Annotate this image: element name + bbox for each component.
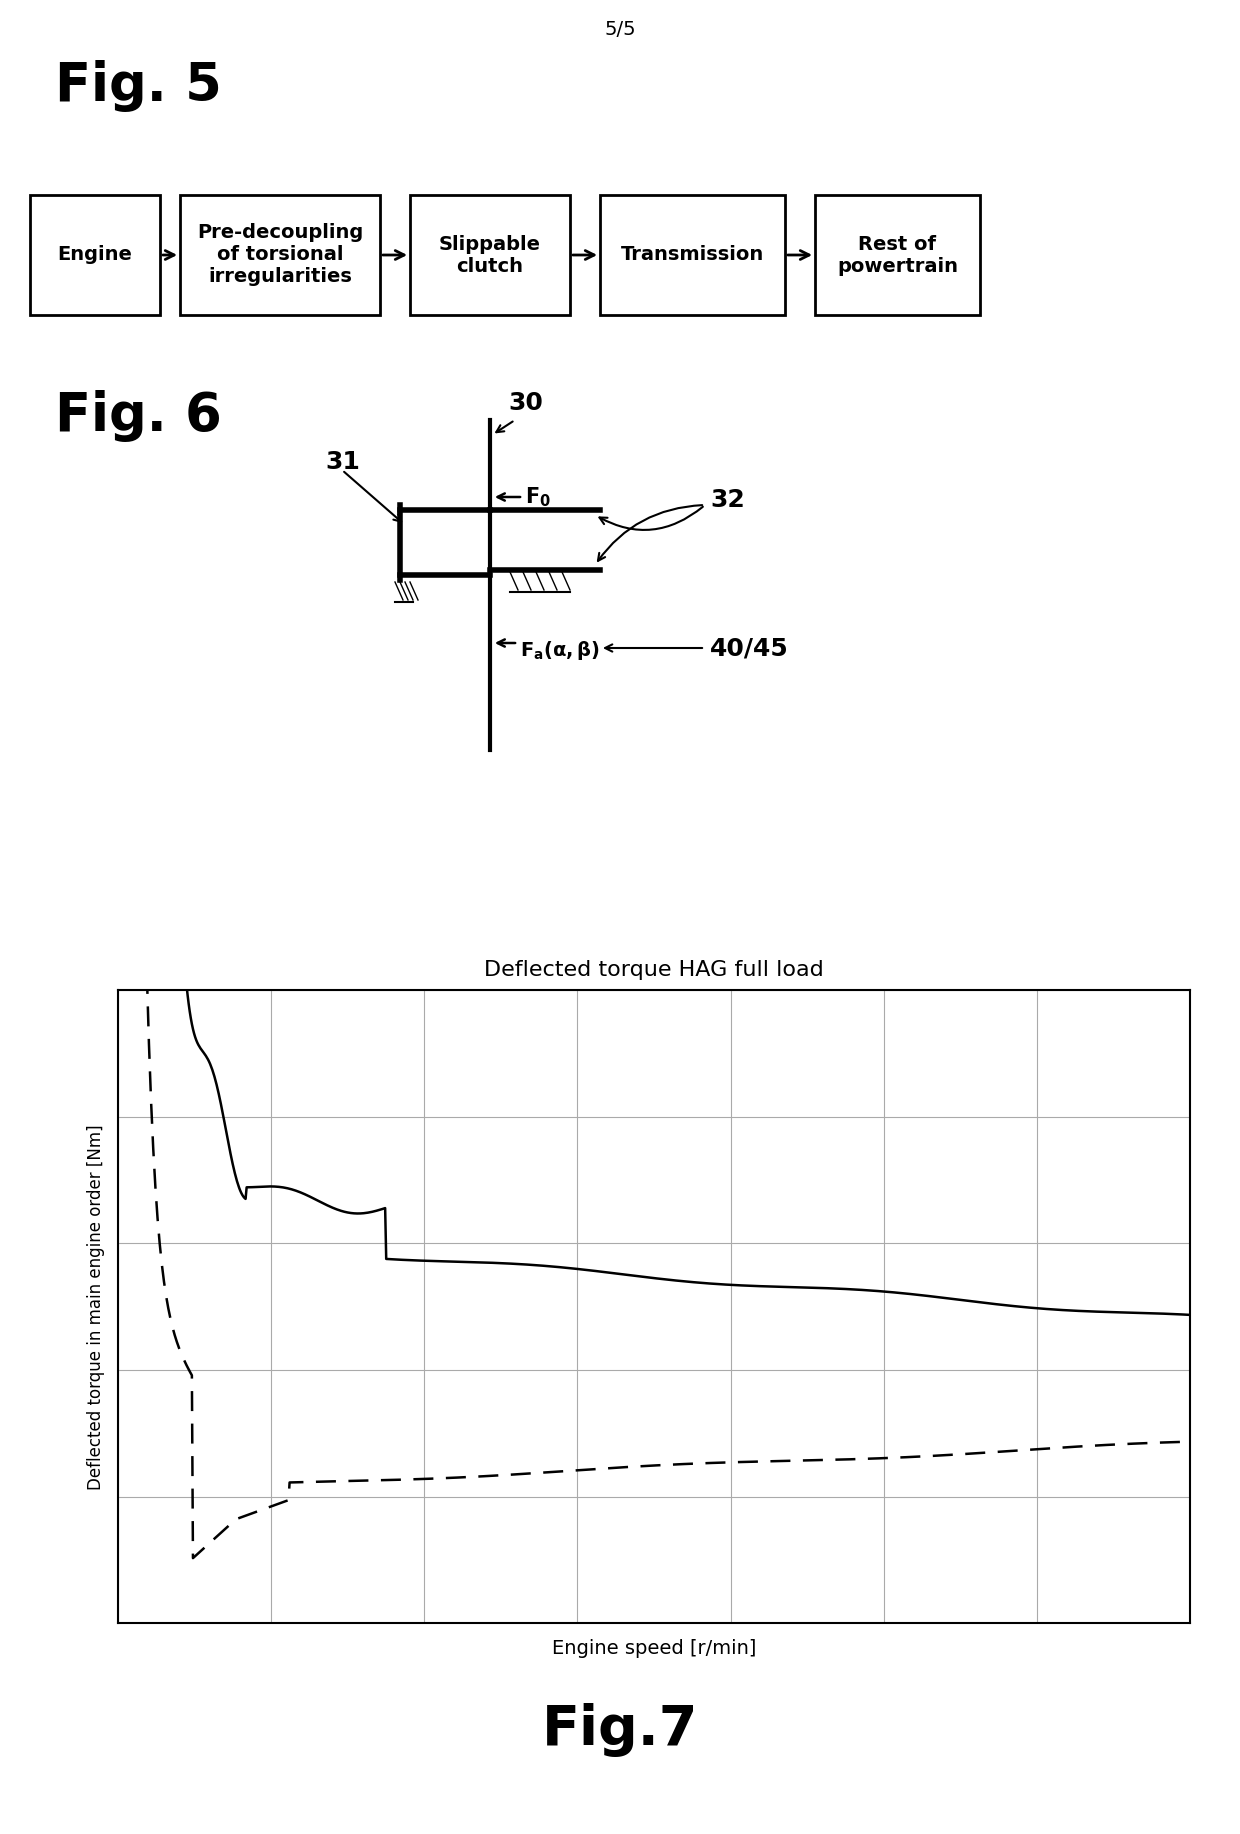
Text: $\mathbf{F_0}$: $\mathbf{F_0}$ — [525, 486, 551, 508]
Text: $\mathbf{F_a(\alpha,\beta)}$: $\mathbf{F_a(\alpha,\beta)}$ — [520, 640, 600, 662]
FancyBboxPatch shape — [180, 194, 379, 315]
Title: Deflected torque HAG full load: Deflected torque HAG full load — [485, 961, 823, 981]
FancyBboxPatch shape — [815, 194, 980, 315]
FancyBboxPatch shape — [30, 194, 160, 315]
Text: Rest of
powertrain: Rest of powertrain — [837, 235, 959, 275]
X-axis label: Engine speed [r/min]: Engine speed [r/min] — [552, 1640, 756, 1658]
Text: 32: 32 — [711, 488, 745, 512]
Text: Transmission: Transmission — [621, 246, 764, 264]
Text: Fig. 5: Fig. 5 — [55, 61, 222, 112]
Text: 5/5: 5/5 — [604, 20, 636, 39]
FancyBboxPatch shape — [410, 194, 570, 315]
Text: Pre-decoupling
of torsional
irregularities: Pre-decoupling of torsional irregulariti… — [197, 224, 363, 286]
Text: 30: 30 — [508, 391, 543, 414]
Text: Fig. 6: Fig. 6 — [55, 391, 222, 442]
Text: Slippable
clutch: Slippable clutch — [439, 235, 541, 275]
Text: Fig.7: Fig.7 — [542, 1704, 698, 1757]
Text: 31: 31 — [325, 449, 360, 473]
Text: 40/45: 40/45 — [711, 636, 789, 660]
FancyBboxPatch shape — [600, 194, 785, 315]
Text: Engine: Engine — [57, 246, 133, 264]
Y-axis label: Deflected torque in main engine order [Nm]: Deflected torque in main engine order [N… — [87, 1124, 104, 1489]
